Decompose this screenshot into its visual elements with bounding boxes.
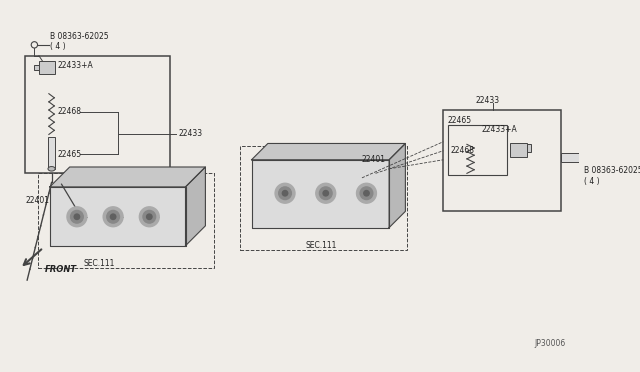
Circle shape xyxy=(103,207,123,227)
Circle shape xyxy=(140,207,159,227)
Circle shape xyxy=(67,207,87,227)
Circle shape xyxy=(70,211,83,223)
Bar xyxy=(510,142,527,157)
Bar xyxy=(444,110,561,211)
Bar xyxy=(240,146,407,250)
Text: 22433+A: 22433+A xyxy=(58,61,93,70)
Text: SEC.111: SEC.111 xyxy=(305,241,337,250)
Bar xyxy=(48,137,55,169)
Ellipse shape xyxy=(48,167,55,171)
Circle shape xyxy=(147,214,152,219)
Text: B 08363-62025
( 4 ): B 08363-62025 ( 4 ) xyxy=(50,32,108,51)
Text: 22433+A: 22433+A xyxy=(481,125,517,134)
Circle shape xyxy=(323,190,328,196)
Bar xyxy=(448,125,507,175)
Circle shape xyxy=(143,211,156,223)
Bar xyxy=(38,173,214,268)
Circle shape xyxy=(360,187,373,199)
Circle shape xyxy=(316,183,336,203)
Text: 22468: 22468 xyxy=(57,107,81,116)
Text: 22465: 22465 xyxy=(448,116,472,125)
Text: SEC.111: SEC.111 xyxy=(84,259,115,268)
Text: JP30006: JP30006 xyxy=(534,339,566,348)
Circle shape xyxy=(282,190,288,196)
Polygon shape xyxy=(50,187,186,246)
Bar xyxy=(26,56,170,173)
Circle shape xyxy=(107,211,120,223)
Circle shape xyxy=(364,190,369,196)
Text: 22401: 22401 xyxy=(26,196,49,205)
Circle shape xyxy=(275,183,295,203)
Circle shape xyxy=(278,187,291,199)
Circle shape xyxy=(74,214,79,219)
Text: 22468: 22468 xyxy=(451,146,475,155)
Circle shape xyxy=(356,183,376,203)
Polygon shape xyxy=(252,144,405,160)
Bar xyxy=(527,144,531,152)
Text: B 08363-62025
( 4 ): B 08363-62025 ( 4 ) xyxy=(584,166,640,186)
Circle shape xyxy=(110,214,116,219)
Bar xyxy=(561,153,581,163)
Text: 22433: 22433 xyxy=(179,129,202,138)
Circle shape xyxy=(319,187,332,199)
Text: 22433: 22433 xyxy=(475,96,499,105)
Polygon shape xyxy=(186,167,205,246)
Polygon shape xyxy=(389,144,405,228)
Polygon shape xyxy=(252,160,389,228)
Polygon shape xyxy=(50,167,205,187)
Text: 22465: 22465 xyxy=(57,150,81,159)
Bar xyxy=(35,65,39,70)
Text: 22401: 22401 xyxy=(362,155,386,164)
Bar xyxy=(39,61,55,74)
Text: FRONT: FRONT xyxy=(45,265,77,274)
